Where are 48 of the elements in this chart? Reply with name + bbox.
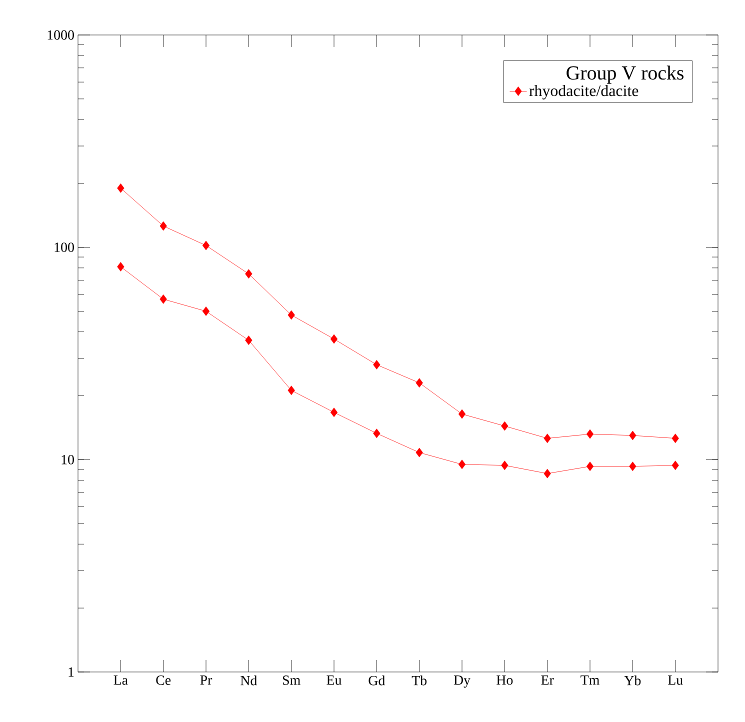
x-tick-label: Pr [200,675,212,685]
point [586,462,594,472]
x-tick-label: La [114,675,128,685]
x-tick-label: Ho [496,675,513,685]
point [629,430,636,440]
point [416,378,423,388]
point [117,183,124,193]
y-tick-label: 100 [54,242,74,252]
x-tick-label: Nd [240,675,258,686]
point [373,428,380,438]
point [586,429,594,439]
point [458,409,466,419]
x-tick-label: Sm [282,676,300,685]
point [160,221,167,231]
point [160,294,167,304]
point [373,360,380,370]
x-tick-label: Tm [580,675,600,685]
point [330,408,338,418]
point [117,262,124,272]
x-tick-label: Yb [624,675,641,686]
point [202,240,210,250]
x-tick-label: Tb [412,675,427,686]
x-tick-label: Dy [454,675,470,688]
point [672,434,679,444]
legend-title: Group V rocks [566,66,684,84]
x-tick-label: Er [541,675,554,685]
point [501,421,508,431]
x-tick-label: Ce [156,676,171,685]
y-tick-label: 1000 [48,30,74,40]
point [416,448,423,458]
point [245,269,252,279]
point [544,434,551,444]
x-tick-label: Eu [326,675,342,685]
point [544,468,551,478]
point [202,306,210,316]
y-tick-label: 1 [68,667,74,677]
point [330,334,338,344]
point [672,460,679,470]
legend-label: rhyodacite/dacite [529,84,638,100]
x-tick-label: Lu [668,675,683,685]
point [245,336,252,345]
point [288,310,295,320]
y-tick-label: 10 [62,454,74,464]
point [629,462,636,472]
point [458,460,466,470]
point [501,460,508,470]
point [288,386,295,396]
x-tick-label: Gd [368,675,386,686]
